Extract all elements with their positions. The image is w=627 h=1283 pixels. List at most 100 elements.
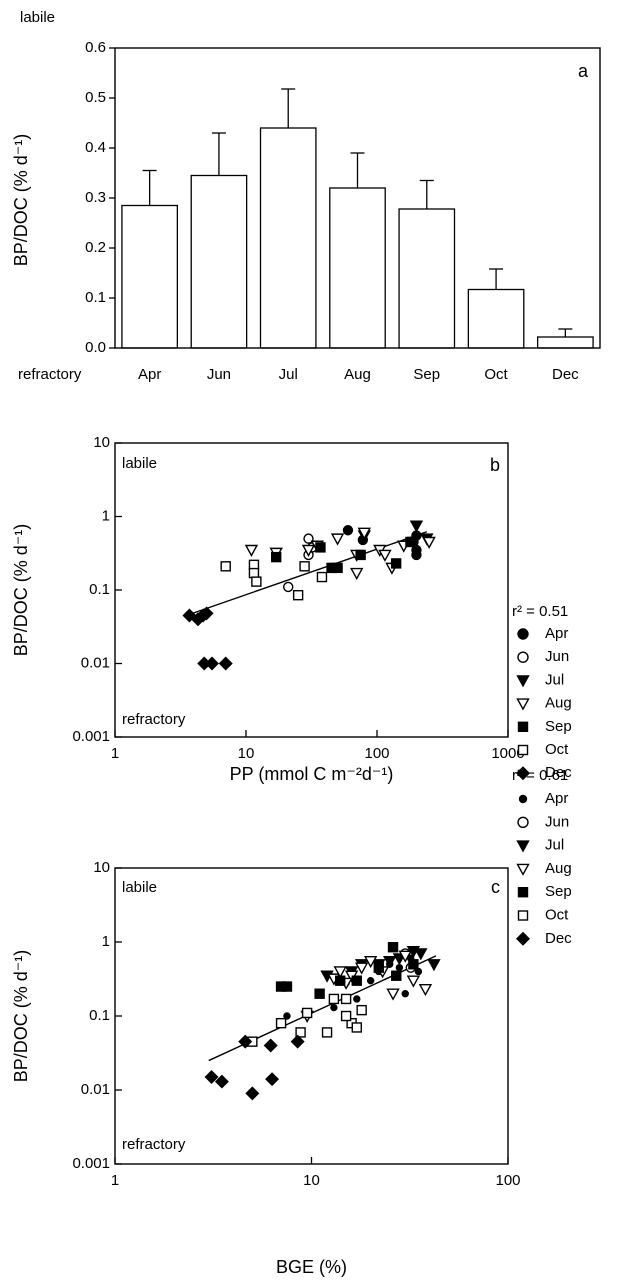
point bbox=[204, 1069, 219, 1084]
panel-label: a bbox=[578, 61, 589, 81]
point bbox=[281, 981, 293, 992]
y-tick-label: 0.01 bbox=[81, 654, 110, 671]
point bbox=[351, 975, 362, 986]
y-tick-label: 0.1 bbox=[89, 1007, 110, 1024]
point bbox=[354, 962, 369, 975]
point bbox=[414, 948, 428, 961]
annotation: labile bbox=[122, 455, 157, 472]
legend-marker bbox=[518, 794, 528, 804]
legend-label: Dec bbox=[545, 764, 572, 781]
y-tick-label: 0.2 bbox=[85, 239, 106, 256]
y-tick-label: 0.01 bbox=[81, 1081, 110, 1098]
legend-label: Aug bbox=[545, 860, 572, 877]
annotation: refractory bbox=[18, 366, 82, 383]
point bbox=[408, 959, 419, 970]
point bbox=[263, 1038, 278, 1053]
legend-label: Apr bbox=[545, 625, 568, 642]
x-tick-label: 1000 bbox=[491, 745, 524, 762]
annotation: refractory bbox=[122, 1136, 186, 1153]
x-axis-label: PP (mmol C m⁻²d⁻¹) bbox=[230, 764, 394, 784]
x-tick-label: Jun bbox=[207, 366, 231, 383]
x-tick-label: 100 bbox=[495, 1172, 520, 1189]
point bbox=[299, 561, 310, 572]
legend-label: Jun bbox=[545, 813, 569, 830]
point bbox=[283, 1012, 291, 1020]
y-axis-label: BP/DOC (% d⁻¹) bbox=[11, 524, 31, 657]
annotation: refractory bbox=[122, 711, 186, 728]
x-tick-label: Aug bbox=[344, 366, 371, 383]
point bbox=[270, 551, 282, 563]
legend-marker bbox=[516, 931, 530, 946]
point bbox=[406, 975, 421, 988]
point bbox=[342, 525, 354, 536]
point bbox=[418, 984, 433, 997]
legend-marker bbox=[516, 863, 530, 876]
annotation: r² = 0.51 bbox=[512, 603, 568, 620]
point bbox=[390, 558, 402, 569]
y-tick-label: 0.5 bbox=[85, 89, 106, 106]
point bbox=[383, 956, 397, 969]
annotation: r² = 0.61 bbox=[512, 767, 568, 784]
x-tick-label: Oct bbox=[484, 366, 508, 383]
point bbox=[398, 950, 412, 963]
y-tick-label: 1 bbox=[102, 933, 110, 950]
point bbox=[330, 533, 345, 546]
x-tick-label: Sep bbox=[413, 366, 440, 383]
x-tick-label: 10 bbox=[238, 745, 255, 762]
x-tick-label: 1 bbox=[111, 1172, 119, 1189]
legend-marker bbox=[516, 840, 530, 853]
y-axis-label: BP/DOC (% d⁻¹) bbox=[11, 950, 31, 1083]
legend-marker bbox=[517, 910, 529, 921]
point bbox=[290, 1034, 305, 1049]
point bbox=[395, 963, 404, 972]
y-tick-label: 0.6 bbox=[85, 39, 106, 56]
point bbox=[356, 1004, 367, 1016]
x-tick-label: 100 bbox=[364, 745, 389, 762]
y-tick-label: 0.1 bbox=[89, 581, 110, 598]
point bbox=[363, 956, 378, 969]
y-tick-label: 10 bbox=[93, 434, 110, 451]
point bbox=[422, 536, 436, 549]
y-tick-label: 0.0 bbox=[85, 339, 106, 356]
legend-marker bbox=[516, 766, 530, 781]
legend-label: Oct bbox=[545, 741, 569, 758]
point bbox=[248, 567, 260, 579]
bar bbox=[467, 288, 525, 349]
point bbox=[332, 562, 343, 574]
point bbox=[204, 656, 219, 671]
plot-frame bbox=[114, 442, 509, 738]
point bbox=[366, 976, 375, 985]
annotation: labile bbox=[122, 879, 157, 896]
panel-label: b bbox=[490, 455, 500, 475]
legend-label: Dec bbox=[545, 930, 572, 947]
point bbox=[283, 581, 294, 593]
legend-marker bbox=[517, 721, 529, 732]
point bbox=[275, 1017, 287, 1029]
bar bbox=[121, 204, 179, 349]
point bbox=[301, 1007, 313, 1019]
point bbox=[245, 1086, 260, 1101]
point bbox=[303, 533, 314, 544]
bar bbox=[536, 336, 594, 349]
bar bbox=[398, 208, 456, 349]
x-axis-label: BGE (%) bbox=[276, 1257, 347, 1277]
point bbox=[251, 576, 262, 587]
point bbox=[292, 589, 304, 601]
point bbox=[314, 988, 325, 999]
point bbox=[340, 1010, 352, 1022]
legend-label: Oct bbox=[545, 906, 569, 923]
x-tick-label: Apr bbox=[138, 366, 161, 383]
point bbox=[218, 656, 233, 671]
legend-label: Jul bbox=[545, 671, 564, 688]
point bbox=[214, 1074, 229, 1089]
y-tick-label: 1 bbox=[102, 507, 110, 524]
legend-label: Aug bbox=[545, 695, 572, 712]
point bbox=[238, 1034, 253, 1049]
point bbox=[427, 959, 441, 972]
point bbox=[321, 1027, 333, 1038]
point bbox=[330, 1003, 338, 1012]
y-tick-label: 0.001 bbox=[72, 728, 110, 745]
point bbox=[357, 527, 371, 540]
legend-marker bbox=[517, 651, 529, 663]
